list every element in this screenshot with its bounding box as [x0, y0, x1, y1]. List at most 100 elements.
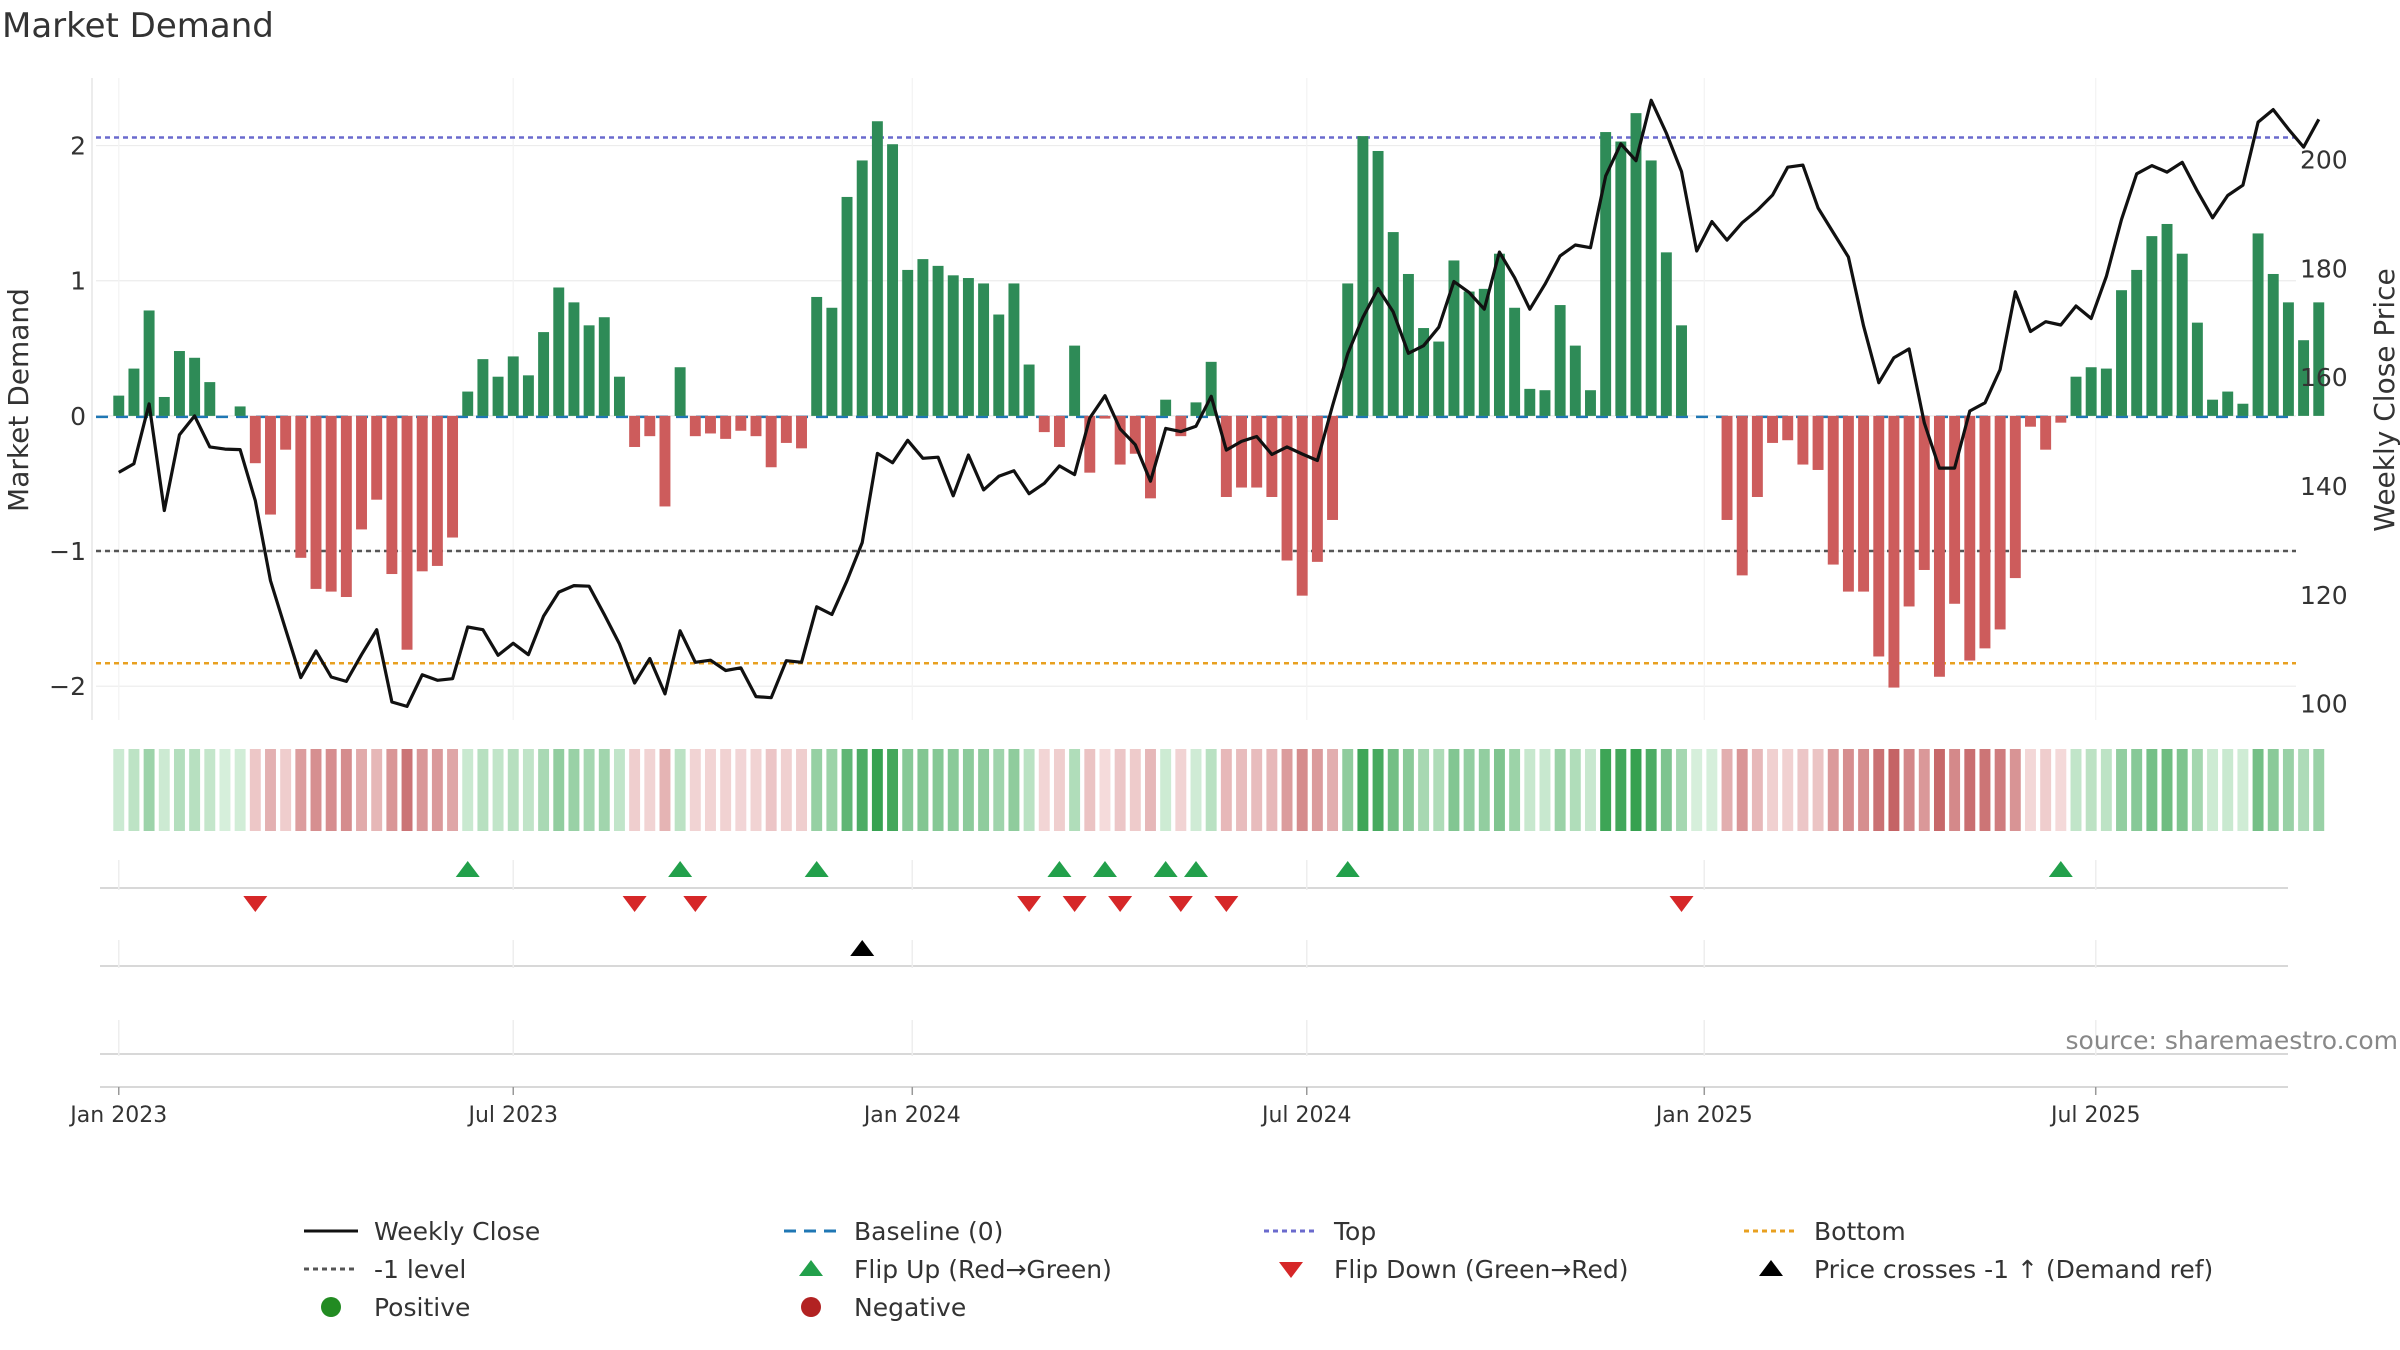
demand-bar — [2009, 415, 2021, 579]
heat-cell — [750, 749, 762, 831]
demand-bar — [1539, 390, 1551, 416]
demand-bar — [1949, 415, 1961, 604]
demand-bar — [1038, 415, 1050, 433]
heat-cell — [902, 749, 914, 831]
heat-cell — [1630, 749, 1642, 831]
legend-label: Flip Up (Red→Green) — [854, 1254, 1112, 1284]
heat-cell — [2009, 749, 2021, 831]
heat-cell — [1782, 749, 1794, 831]
demand-bar — [962, 278, 974, 416]
heat-cell — [1190, 749, 1202, 831]
demand-bar — [993, 314, 1005, 416]
y2-tick-label: 140 — [2300, 472, 2348, 501]
demand-bar — [613, 376, 625, 416]
heat-cell — [143, 749, 155, 831]
demand-bar — [1478, 288, 1490, 416]
legend-item-top: Top — [1260, 1216, 1740, 1246]
legend-row: Positive Negative — [300, 1288, 2280, 1326]
heat-cell — [538, 749, 550, 831]
heat-cell — [932, 749, 944, 831]
heat-cell — [1767, 749, 1779, 831]
demand-bar — [674, 367, 686, 416]
source-note: source: sharemaestro.com — [2066, 1026, 2399, 1055]
heat-cell — [1069, 749, 1081, 831]
heat-cell — [2237, 749, 2249, 831]
heat-cell — [917, 749, 929, 831]
demand-bar — [1827, 415, 1839, 565]
demand-bar — [2100, 368, 2112, 416]
demand-bar — [204, 382, 216, 416]
demand-bar — [1069, 345, 1081, 416]
heat-cell — [1858, 749, 1870, 831]
demand-bar — [431, 415, 443, 566]
demand-bar — [1372, 150, 1384, 416]
demand-bar — [1615, 141, 1627, 416]
demand-bar — [2222, 391, 2234, 416]
heat-cell — [1585, 749, 1596, 831]
heat-cell — [1038, 749, 1050, 831]
flip-up-marker — [668, 861, 693, 877]
demand-bar — [1888, 415, 1900, 688]
heat-cell — [2267, 749, 2279, 831]
heat-cell — [993, 749, 1005, 831]
demand-bar — [1084, 415, 1096, 473]
demand-bar — [689, 415, 701, 437]
demand-bar — [917, 259, 929, 416]
demand-bar — [507, 356, 519, 416]
demand-bar — [2116, 290, 2127, 416]
heat-cell — [1842, 749, 1854, 831]
demand-bar — [113, 395, 125, 416]
heat-strip — [113, 749, 2325, 831]
heat-cell — [401, 749, 413, 831]
flip-down-marker — [1669, 896, 1694, 912]
heat-cell — [826, 749, 838, 831]
demand-bar — [158, 396, 170, 416]
heat-cell — [340, 749, 352, 831]
heat-cell — [1296, 749, 1308, 831]
demand-bar — [1190, 402, 1202, 416]
heat-cell — [2298, 749, 2310, 831]
heat-cell — [689, 749, 701, 831]
heat-cell — [1676, 749, 1687, 831]
legend-item-flipdown: Flip Down (Green→Red) — [1260, 1254, 1740, 1284]
flip-up-marker — [1092, 861, 1117, 877]
demand-bar — [1114, 415, 1126, 465]
demand-bar — [1600, 132, 1612, 416]
legend-label: Positive — [374, 1292, 471, 1322]
heat-cell — [2116, 749, 2127, 831]
demand-bar — [1918, 415, 1930, 570]
flip-up-marker — [1047, 861, 1072, 877]
demand-bar — [295, 415, 307, 558]
market-demand-chart: 2 1 0 −1 −2 200 180 160 140 120 100 Jan 2023 Jul 2… — [2, 78, 2400, 1128]
demand-bar — [2085, 367, 2097, 416]
demand-bar — [234, 406, 246, 416]
demand-bar — [1205, 361, 1217, 416]
demand-bar — [1645, 160, 1657, 416]
legend-item-minus1: -1 level — [300, 1254, 780, 1284]
demand-bar — [765, 415, 777, 468]
legend: Weekly Close Baseline (0) Top Bottom -1 leve… — [300, 1212, 2280, 1326]
demand-bar — [583, 325, 595, 416]
demand-bar — [1524, 388, 1536, 416]
demand-bar — [462, 391, 474, 416]
heat-cell — [386, 749, 398, 831]
demand-bar — [386, 415, 398, 575]
heat-cell — [1145, 749, 1156, 831]
heat-cell — [2055, 749, 2067, 831]
heat-cell — [1418, 749, 1430, 831]
demand-bar — [2191, 322, 2203, 416]
heat-cell — [2070, 749, 2082, 831]
y2-axis-label: Weekly Close Price — [2368, 268, 2400, 531]
demand-bar — [2313, 302, 2325, 416]
heat-cell — [2161, 749, 2173, 831]
heat-cell — [1949, 749, 1961, 831]
heat-cell — [1615, 749, 1627, 831]
heat-cell — [2222, 749, 2234, 831]
legend-item-bottom: Bottom — [1740, 1216, 2220, 1246]
y-tick-label: 0 — [70, 402, 86, 431]
demand-bar — [811, 296, 823, 416]
heat-cell — [1721, 749, 1733, 831]
heat-cell — [1994, 749, 2006, 831]
demand-bar — [2176, 253, 2188, 416]
flip-down-marker — [1108, 896, 1133, 912]
